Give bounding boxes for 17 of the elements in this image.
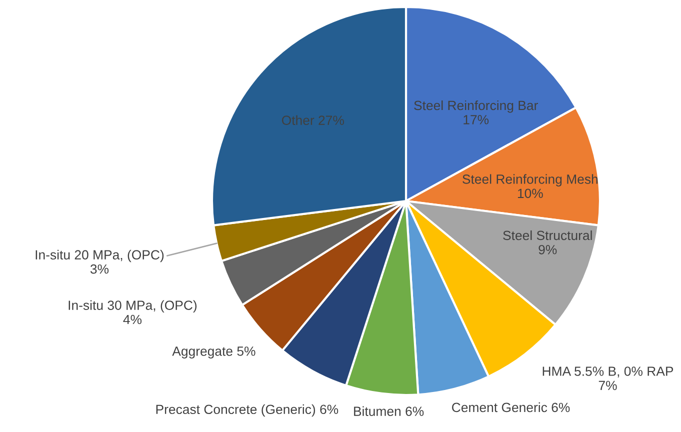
slice-label: In-situ 20 MPa, (OPC) xyxy=(36,250,164,262)
data-label: 4% xyxy=(123,314,142,324)
data-label: 10% xyxy=(518,188,543,198)
slice-label: Aggregate 5% xyxy=(172,346,256,358)
slice-label: Steel Reinforcing Mesh xyxy=(462,174,598,186)
slice-label: Other 27% xyxy=(282,115,344,125)
slice-label: Precast Concrete (Generic) 6% xyxy=(156,404,338,417)
slice-label: Cement Generic 6% xyxy=(452,402,570,412)
slice-label: In-situ 30 MPa, (OPC) xyxy=(68,300,197,313)
data-label: 9% xyxy=(538,244,557,254)
data-label: 3% xyxy=(90,264,109,274)
slice-label: Steel Structural xyxy=(503,230,592,240)
data-label: 7% xyxy=(598,380,617,390)
slice-label: HMA 5.5% B, 0% RAP xyxy=(542,366,674,378)
slice-label: Bitumen 6% xyxy=(354,406,424,416)
data-label: 17% xyxy=(464,115,489,124)
slice-label: Steel Reinforcing Bar xyxy=(414,100,538,113)
